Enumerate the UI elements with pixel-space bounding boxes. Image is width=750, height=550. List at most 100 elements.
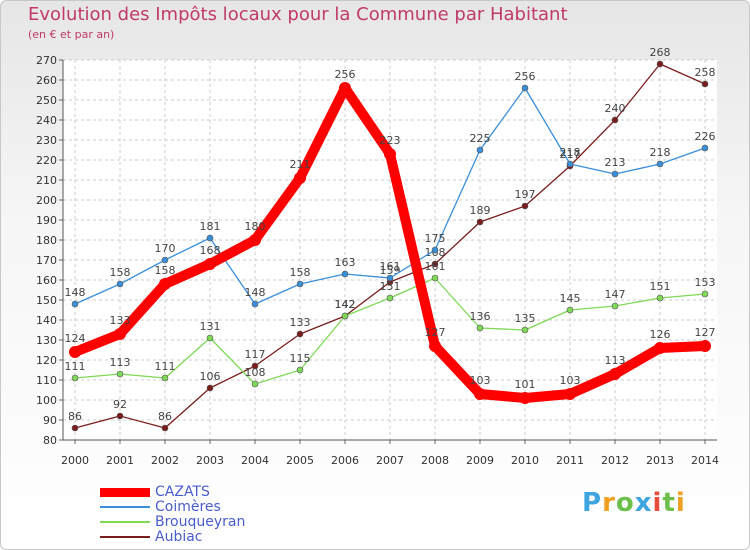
data-label-aubiac: 217 (560, 148, 581, 161)
data-label-aubiac: 197 (515, 188, 536, 201)
x-tick-label: 2013 (646, 454, 674, 467)
y-tick-label: 110 (36, 374, 57, 387)
data-point-cazats (474, 388, 486, 400)
data-label-aubiac: 133 (290, 316, 311, 329)
data-label-coimeres: 181 (200, 220, 221, 233)
data-label-brouqueyran: 111 (65, 360, 86, 373)
data-point-cazats (294, 172, 306, 184)
data-point-aubiac (251, 362, 259, 370)
data-point-brouqueyran (116, 370, 124, 378)
chart-subtitle: (en € et par an) (28, 28, 115, 41)
x-tick-label: 2002 (151, 454, 179, 467)
x-tick-label: 2000 (61, 454, 89, 467)
data-point-brouqueyran (611, 302, 619, 310)
legend-item-brouqueyran: Brouqueyran (100, 514, 300, 530)
data-label-aubiac: 268 (650, 46, 671, 59)
data-point-cazats (609, 368, 621, 380)
data-point-coimeres (161, 256, 169, 264)
data-point-coimeres (116, 280, 124, 288)
x-tick-label: 2006 (331, 454, 359, 467)
data-label-cazats: 256 (335, 68, 356, 81)
x-tick-label: 2008 (421, 454, 449, 467)
data-point-coimeres (251, 300, 259, 308)
data-label-cazats: 180 (245, 220, 266, 233)
logo-letter: t (662, 488, 676, 518)
data-point-brouqueyran (656, 294, 664, 302)
data-point-brouqueyran (521, 326, 529, 334)
y-tick-label: 80 (43, 434, 57, 447)
y-tick-label: 220 (36, 154, 57, 167)
logo-letter: x (634, 488, 653, 518)
logo-letter: r (602, 488, 616, 518)
data-label-cazats: 103 (560, 374, 581, 387)
x-tick-label: 2010 (511, 454, 539, 467)
logo-letter: i (675, 488, 686, 518)
chart-title: Evolution des Impôts locaux pour la Comm… (28, 4, 568, 25)
data-label-coimeres: 213 (605, 156, 626, 169)
data-point-coimeres (206, 234, 214, 242)
data-point-cazats (654, 342, 666, 354)
y-tick-label: 120 (36, 354, 57, 367)
y-tick-label: 170 (36, 254, 57, 267)
data-label-coimeres: 163 (335, 256, 356, 269)
data-point-aubiac (476, 218, 484, 226)
data-label-cazats: 223 (380, 134, 401, 147)
data-label-brouqueyran: 135 (515, 312, 536, 325)
data-point-brouqueyran (296, 366, 304, 374)
data-label-aubiac: 240 (605, 102, 626, 115)
legend-label-brouqueyran: Brouqueyran (155, 514, 246, 530)
data-label-coimeres: 225 (470, 132, 491, 145)
legend-label-coimeres: Coimères (155, 499, 221, 515)
y-tick-label: 180 (36, 234, 57, 247)
data-label-coimeres: 158 (290, 266, 311, 279)
data-label-brouqueyran: 145 (560, 292, 581, 305)
data-point-aubiac (296, 330, 304, 338)
data-point-aubiac (656, 60, 664, 68)
data-label-brouqueyran: 113 (110, 356, 131, 369)
data-point-aubiac (116, 412, 124, 420)
data-point-coimeres (341, 270, 349, 278)
data-point-cazats (204, 258, 216, 270)
legend-item-cazats: CAZATS (100, 484, 300, 500)
data-point-cazats (159, 278, 171, 290)
data-point-brouqueyran (701, 290, 709, 298)
y-tick-label: 240 (36, 114, 57, 127)
logo-letter: i (652, 488, 663, 518)
legend-swatch-brouqueyran (100, 521, 150, 523)
data-label-cazats: 168 (200, 244, 221, 257)
data-label-cazats: 133 (110, 314, 131, 327)
data-point-cazats (429, 340, 441, 352)
data-label-cazats: 113 (605, 354, 626, 367)
data-point-aubiac (161, 424, 169, 432)
data-label-brouqueyran: 115 (290, 352, 311, 365)
legend-swatch-aubiac (100, 536, 150, 538)
data-point-aubiac (611, 116, 619, 124)
data-label-coimeres: 158 (110, 266, 131, 279)
y-tick-label: 130 (36, 334, 57, 347)
data-label-aubiac: 142 (335, 298, 356, 311)
data-label-brouqueyran: 151 (380, 280, 401, 293)
logo-letter: o (615, 488, 635, 518)
data-label-brouqueyran: 151 (650, 280, 671, 293)
data-point-coimeres (701, 144, 709, 152)
data-point-aubiac (71, 424, 79, 432)
data-label-aubiac: 258 (695, 66, 716, 79)
data-label-brouqueyran: 111 (155, 360, 176, 373)
data-point-cazats (564, 388, 576, 400)
data-point-coimeres (296, 280, 304, 288)
x-tick-label: 2007 (376, 454, 404, 467)
data-label-coimeres: 226 (695, 130, 716, 143)
data-label-aubiac: 86 (68, 410, 82, 423)
x-tick-label: 2003 (196, 454, 224, 467)
data-label-brouqueyran: 108 (245, 366, 266, 379)
legend-label-cazats: CAZATS (155, 484, 210, 500)
proxiti-logo: Proxiti (582, 488, 686, 518)
y-tick-label: 160 (36, 274, 57, 287)
data-point-aubiac (206, 384, 214, 392)
legend: CAZATS Coimères Brouqueyran Aubiac (100, 484, 300, 545)
data-point-brouqueyran (251, 380, 259, 388)
data-label-coimeres: 256 (515, 70, 536, 83)
data-label-cazats: 124 (65, 332, 86, 345)
data-label-coimeres: 148 (65, 286, 86, 299)
data-label-cazats: 158 (155, 264, 176, 277)
